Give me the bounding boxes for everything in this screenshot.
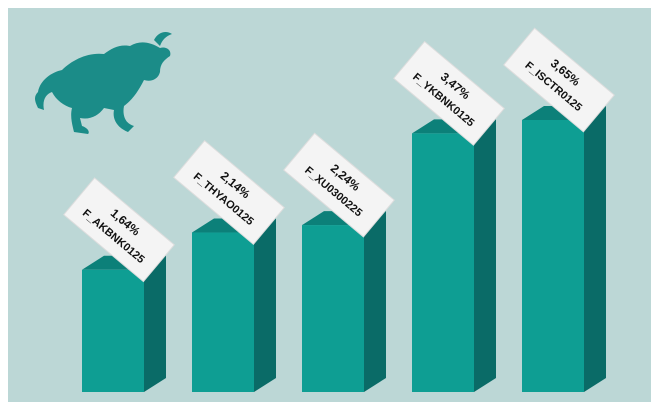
bar bbox=[192, 232, 254, 392]
bar bbox=[412, 133, 474, 392]
bar-side bbox=[584, 106, 606, 392]
card bbox=[503, 27, 615, 133]
label-card: 1,64%F_AKBNK0125 bbox=[63, 177, 175, 283]
card bbox=[283, 132, 395, 238]
bar-side bbox=[254, 218, 276, 392]
bar bbox=[522, 120, 584, 392]
bar bbox=[82, 269, 144, 392]
card bbox=[173, 140, 285, 246]
bar bbox=[302, 225, 364, 392]
bar-side bbox=[474, 119, 496, 392]
bar-side bbox=[144, 255, 166, 392]
bar-side bbox=[364, 211, 386, 392]
card bbox=[63, 177, 175, 283]
card bbox=[393, 40, 505, 146]
bull-icon bbox=[35, 32, 172, 134]
